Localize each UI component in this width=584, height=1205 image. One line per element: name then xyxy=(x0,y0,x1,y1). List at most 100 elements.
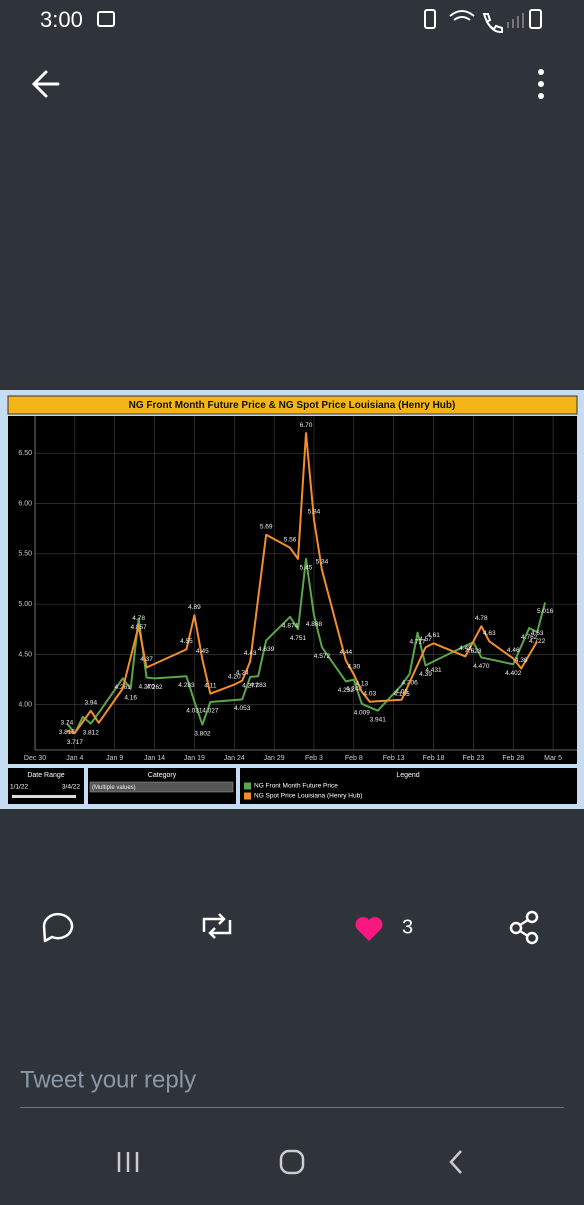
like-button[interactable] xyxy=(355,917,383,941)
data-label: 4.16 xyxy=(124,694,137,701)
chart-background xyxy=(8,416,577,764)
nav-recents[interactable] xyxy=(117,1152,139,1172)
x-tick-label: Feb 18 xyxy=(423,755,445,762)
data-label: 4.78 xyxy=(132,615,145,622)
data-label: 6.70 xyxy=(300,422,313,429)
data-label: 3.717 xyxy=(67,739,84,746)
data-label: 5.016 xyxy=(537,608,554,615)
data-label: 4.248 xyxy=(346,685,363,692)
category-select[interactable] xyxy=(89,781,234,793)
data-label: 5.84 xyxy=(308,508,321,515)
data-label: 4.89 xyxy=(188,604,201,611)
legend-swatch xyxy=(244,792,251,800)
data-label: 3.812 xyxy=(83,729,100,736)
data-label: 4.639 xyxy=(258,646,275,653)
reply-button[interactable] xyxy=(42,912,74,943)
x-tick-label: Dec 30 xyxy=(24,755,46,762)
x-tick-label: Feb 8 xyxy=(345,755,363,762)
data-label: 4.262 xyxy=(146,684,163,691)
share-button[interactable] xyxy=(509,910,539,945)
data-label: 4.63 xyxy=(531,630,544,637)
y-tick-label: 5.00 xyxy=(18,601,32,608)
data-label: 4.195 xyxy=(394,691,411,698)
legend-label: NG Spot Price Louisiana (Henry Hub) xyxy=(254,793,362,800)
data-label: 4.78 xyxy=(475,615,488,622)
y-tick-label: 6.50 xyxy=(18,450,32,457)
data-label: 4.751 xyxy=(290,635,307,642)
data-label: 4.572 xyxy=(314,653,331,660)
legend: NG Front Month Future Price NG Spot Price… xyxy=(244,782,362,800)
data-label: 4.20 xyxy=(228,673,241,680)
legend-label: NG Front Month Future Price xyxy=(254,783,338,790)
date-range-end: 3/4/22 xyxy=(62,784,80,791)
x-tick-label: Feb 13 xyxy=(383,755,405,762)
data-label: 5.45 xyxy=(300,565,313,572)
data-label: 4.762 xyxy=(521,634,538,641)
data-label: 4.55 xyxy=(180,638,193,645)
x-tick-label: Jan 19 xyxy=(184,755,205,762)
category-selection: (Multiple values) xyxy=(92,785,136,791)
data-label: 4.11 xyxy=(204,682,217,689)
data-label: 4.232 xyxy=(338,687,355,694)
data-label: 4.57 xyxy=(419,636,432,643)
x-tick-label: Feb 3 xyxy=(305,755,323,762)
legend-swatch xyxy=(244,782,251,790)
data-label: 3.94 xyxy=(84,699,97,706)
legend-panel xyxy=(240,768,577,804)
more-menu[interactable] xyxy=(538,69,544,99)
x-tick-label: Jan 29 xyxy=(264,755,285,762)
x-tick-label: Mar 5 xyxy=(544,755,562,762)
like-count: 3 xyxy=(402,916,413,938)
nav-back[interactable] xyxy=(449,1150,462,1174)
data-label: 5.34 xyxy=(316,559,329,566)
data-label: 4.402 xyxy=(505,670,522,677)
title-box xyxy=(7,395,578,415)
data-label: 3.941 xyxy=(370,716,387,723)
data-label: 4.36 xyxy=(515,657,528,664)
data-label: 4.470 xyxy=(473,663,490,670)
x-tick-label: Jan 24 xyxy=(224,755,245,762)
retweet-button[interactable] xyxy=(202,913,232,939)
data-label: 4.283 xyxy=(250,682,267,689)
series-line xyxy=(66,432,539,734)
chart-title: NG Front Month Future Price & NG Spot Pr… xyxy=(129,400,456,411)
back-button[interactable] xyxy=(31,70,60,98)
data-label: 4.053 xyxy=(234,705,251,712)
date-range-slider[interactable] xyxy=(12,795,76,798)
data-label: 4.37 xyxy=(140,656,153,663)
legend-title: Legend xyxy=(396,772,419,779)
data-label: 4.46 xyxy=(507,647,520,654)
data-label: 4.13 xyxy=(355,680,368,687)
data-label: 4.722 xyxy=(529,638,546,645)
data-label: 3.74 xyxy=(61,720,74,727)
status-icons xyxy=(97,9,542,34)
data-label: 4.431 xyxy=(425,667,442,674)
data-label: 4.717 xyxy=(409,638,426,645)
data-label: 4.39 xyxy=(419,671,432,678)
data-label: 4.623 xyxy=(465,648,482,655)
data-label: 4.03 xyxy=(363,690,376,697)
series-line xyxy=(66,557,547,735)
data-label: 4.270 xyxy=(138,683,155,690)
nav-home[interactable] xyxy=(279,1149,305,1175)
x-tick-label: Jan 14 xyxy=(144,755,165,762)
data-label: 4.888 xyxy=(306,621,323,628)
data-label: 4.43 xyxy=(244,650,257,657)
reply-input[interactable]: Tweet your reply xyxy=(20,1066,196,1093)
data-label: 4.027 xyxy=(202,708,219,715)
x-tick-label: Feb 28 xyxy=(502,755,524,762)
data-label: 5.69 xyxy=(260,523,273,530)
data-label: 4.009 xyxy=(354,710,371,717)
status-time: 3:00 xyxy=(40,7,83,32)
data-label: 4.30 xyxy=(347,663,360,670)
plot: 4.00 4.50 5.00 5.50 6.00 6.50 Dec 30 Jan 4 Jan 9… xyxy=(18,416,577,762)
data-label: 4.031 xyxy=(186,707,203,714)
data-label: 4.277 xyxy=(242,683,259,690)
data-label: 3.802 xyxy=(194,730,211,737)
data-label: 4.874 xyxy=(282,623,299,630)
data-label: 4.61 xyxy=(427,632,440,639)
y-tick-label: 6.00 xyxy=(18,500,32,507)
x-tick-label: Jan 9 xyxy=(106,755,123,762)
data-label: 4.05 xyxy=(395,688,408,695)
